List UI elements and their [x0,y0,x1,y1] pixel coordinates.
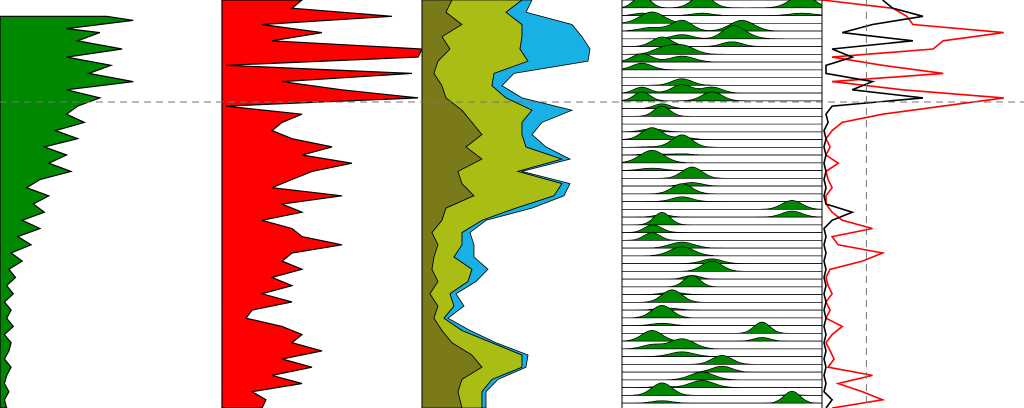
wiggle-trace [622,275,822,288]
wiggle-trace [622,232,822,241]
wiggle-trace [622,260,822,272]
wiggle-trace [621,167,822,171]
wiggle-trace [621,84,822,94]
wiggle-trace [622,241,822,249]
wiggle-trace [622,365,822,373]
wiggle-trace [622,305,822,319]
track-2-area [221,0,423,408]
wiggle-trace [622,338,822,350]
wiggle-trace [621,11,822,24]
wiggle-trace [621,224,822,233]
wiggle-trace [622,355,822,365]
wiggle-trace [621,127,822,140]
wiggle-trace [622,258,822,264]
wiggle-trace [622,371,822,381]
wiggle-trace [621,19,822,32]
wiggle-trace [622,44,822,55]
track-1 [0,15,134,408]
wiggle-trace [622,275,822,280]
wiggle-trace [621,53,822,63]
wiggle-trace [622,246,822,257]
wiggle-trace [622,200,823,210]
track-5 [821,0,1004,408]
wiggle-trace [622,78,822,86]
track-2 [221,0,423,408]
track-5-line-2 [823,0,924,408]
wiggle-trace [622,103,822,109]
wiggle-trace [621,330,822,342]
wiggle-trace [622,390,822,404]
wiggle-trace [622,322,822,326]
track-1-area [0,15,134,408]
wiggle-trace [621,91,822,102]
track-3-series-3 [443,0,591,408]
wiggle-trace [622,105,822,117]
track-separators [221,0,823,408]
wiggle-trace [622,134,822,148]
wiggle-trace [621,0,823,9]
wiggle-trace [621,62,822,71]
wiggle-trace [622,36,822,47]
wiggle-trace [621,149,822,164]
wiggle-trace [622,289,822,303]
wiggle-trace [622,211,822,226]
wiggle-trace [622,183,822,195]
wiggle-trace [622,166,822,179]
wiggle-trace [622,182,822,187]
track-4 [621,0,823,404]
